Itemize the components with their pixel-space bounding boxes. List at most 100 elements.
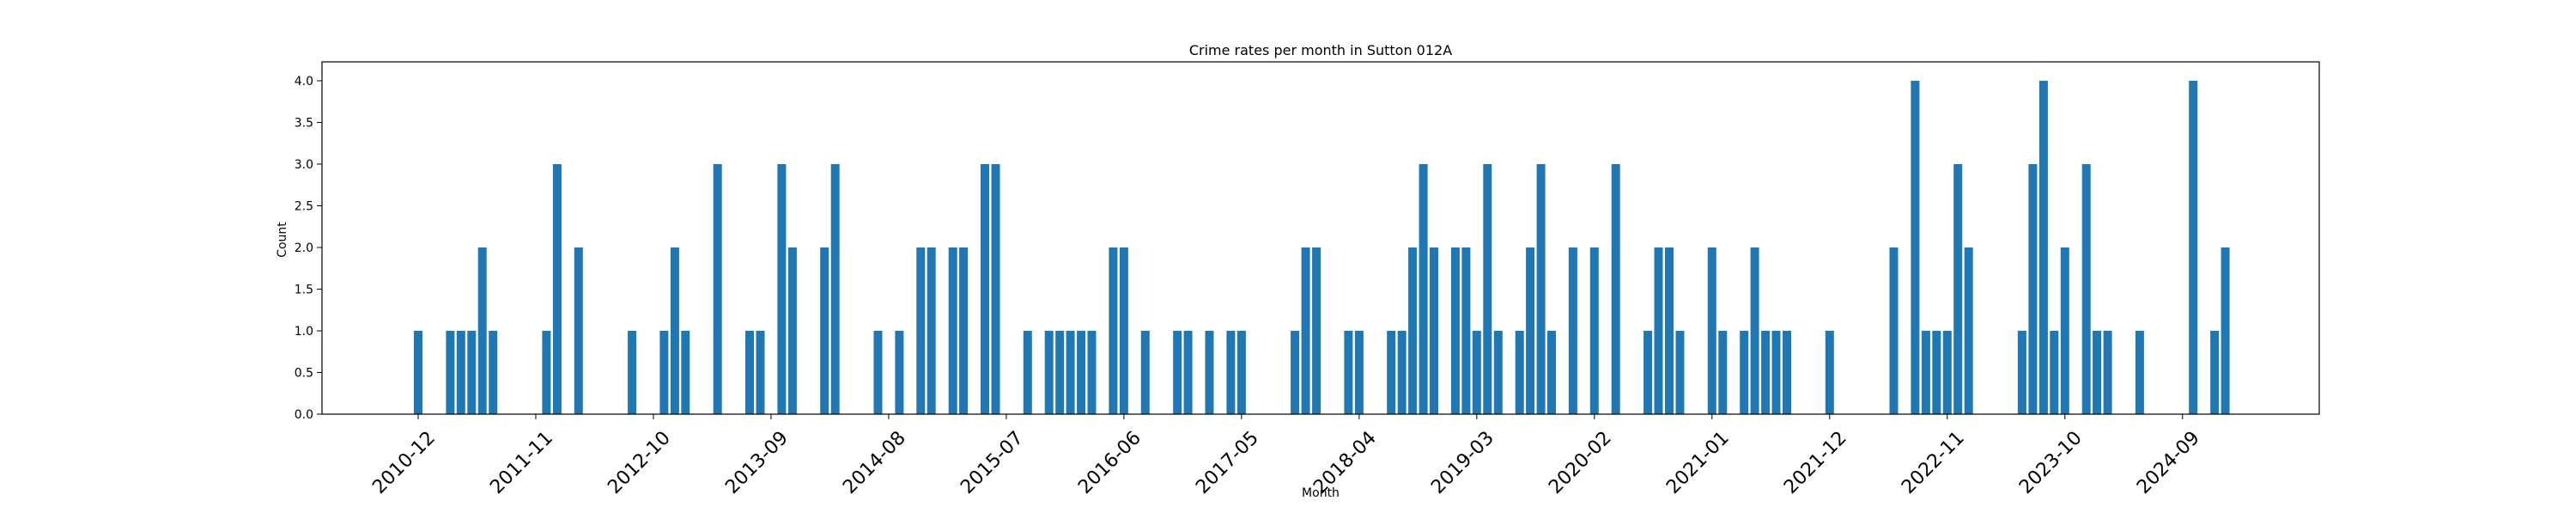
bar-2011-06	[477, 247, 487, 414]
bar-2021-04	[1740, 331, 1749, 414]
bar-2017-10	[1291, 331, 1300, 414]
bar-2015-02	[948, 247, 957, 414]
bar-2013-08	[756, 331, 765, 414]
y-tick-label: 0.0	[295, 408, 313, 422]
bar-2015-12	[1055, 331, 1065, 414]
bar-2021-08	[1783, 331, 1791, 414]
y-tick-label: 1.0	[295, 325, 313, 339]
bar-2017-04	[1226, 331, 1236, 414]
chart-title: Crime rates per month in Sutton 012A	[1189, 42, 1452, 58]
bar-2019-07	[1515, 331, 1524, 414]
bar-2020-04	[1611, 164, 1620, 414]
x-tick-label: 2022-11	[1898, 427, 1969, 498]
bar-2013-04	[713, 164, 722, 414]
bar-2017-05	[1236, 331, 1246, 414]
bar-2022-11	[1942, 331, 1952, 414]
bar-2020-09	[1665, 247, 1674, 414]
x-tick-label: 2012-10	[604, 427, 675, 498]
y-tick-label: 2.5	[295, 200, 313, 214]
bar-2020-02	[1589, 247, 1599, 414]
bar-2016-03	[1087, 331, 1097, 414]
x-tick-label: 2015-07	[957, 427, 1028, 498]
bar-2025-01	[2221, 247, 2230, 414]
bar-2011-07	[489, 331, 498, 414]
bar-2016-11	[1173, 331, 1182, 414]
bar-2016-01	[1066, 331, 1075, 414]
bar-2012-08	[628, 331, 637, 414]
bar-2024-02	[2103, 331, 2112, 414]
bar-2024-05	[2135, 331, 2144, 414]
bar-2023-07	[2028, 164, 2038, 414]
bar-2019-10	[1547, 331, 1556, 414]
bar-2015-03	[959, 247, 969, 414]
bar-2014-07	[873, 331, 883, 414]
x-tick-label: 2019-03	[1427, 427, 1498, 498]
bars-group	[414, 81, 2230, 414]
bar-2019-01	[1450, 247, 1460, 414]
x-tick-label: 2017-05	[1192, 427, 1263, 498]
bar-2022-12	[1953, 164, 1963, 414]
y-tick-label: 4.0	[295, 75, 313, 89]
x-tick-label: 2024-09	[2133, 427, 2204, 498]
bar-2018-09	[1408, 247, 1418, 414]
x-tick-label: 2020-02	[1545, 427, 1616, 498]
bar-2020-07	[1643, 331, 1653, 414]
y-tick-label: 3.0	[295, 158, 313, 172]
x-tick-label: 2021-12	[1780, 427, 1851, 498]
bar-2023-09	[2050, 331, 2059, 414]
x-tick-label: 2011-11	[486, 427, 557, 498]
bar-2019-08	[1526, 247, 1535, 414]
bar-2016-06	[1119, 247, 1128, 414]
bar-2011-12	[542, 331, 551, 414]
bar-2018-08	[1397, 331, 1406, 414]
bar-2014-09	[895, 331, 904, 414]
bar-2019-03	[1472, 331, 1481, 414]
bar-2016-12	[1183, 331, 1193, 414]
x-tick-label: 2014-08	[839, 427, 910, 498]
bar-2020-10	[1675, 331, 1685, 414]
bar-2015-06	[991, 164, 1000, 414]
bar-2018-10	[1419, 164, 1428, 414]
x-tick-label: 2021-01	[1662, 427, 1734, 498]
bar-2011-03	[446, 331, 455, 414]
bar-2011-04	[456, 331, 465, 414]
bar-2021-12	[1825, 331, 1834, 414]
y-tick-label: 2.0	[295, 241, 313, 255]
bar-2019-05	[1493, 331, 1503, 414]
bar-2023-01	[1964, 247, 1973, 414]
bar-2019-12	[1568, 247, 1577, 414]
bar-2024-12	[2210, 331, 2220, 414]
bar-2014-11	[916, 247, 926, 414]
bar-2017-12	[1312, 247, 1321, 414]
y-axis: 0.0 0.5 1.0 1.5 2.0 2.5 3.0 3.5 4.0	[295, 75, 322, 422]
bar-2010-12	[414, 331, 422, 414]
bar-2023-12	[2081, 164, 2091, 414]
plot-frame	[321, 61, 2320, 415]
bar-2018-03	[1344, 331, 1353, 414]
bar-2016-02	[1077, 331, 1086, 414]
bar-2020-08	[1654, 247, 1663, 414]
bar-2019-02	[1461, 247, 1471, 414]
bar-2016-08	[1140, 331, 1150, 414]
bar-2019-04	[1483, 164, 1492, 414]
bar-2013-10	[777, 164, 787, 414]
x-tick-label: 2016-06	[1074, 427, 1145, 498]
bar-2023-08	[2038, 81, 2048, 414]
bar-2023-10	[2060, 247, 2069, 414]
bar-2023-06	[2017, 331, 2026, 414]
y-tick-label: 3.5	[295, 117, 313, 131]
x-axis: 2010-12 2011-11 2012-10 2013-09 2014-08 2015-…	[368, 414, 2204, 498]
bar-2024-10	[2189, 81, 2198, 414]
bar-2022-08	[1911, 81, 1920, 414]
bar-2015-09	[1023, 331, 1032, 414]
x-tick-label: 2010-12	[368, 427, 440, 498]
bar-2015-05	[981, 164, 989, 414]
bar-2018-11	[1430, 247, 1438, 414]
bar-2012-11	[659, 331, 669, 414]
bar-2021-05	[1750, 247, 1759, 414]
bar-2014-02	[820, 247, 829, 414]
bar-2012-12	[670, 247, 679, 414]
bar-2024-01	[2093, 331, 2102, 414]
